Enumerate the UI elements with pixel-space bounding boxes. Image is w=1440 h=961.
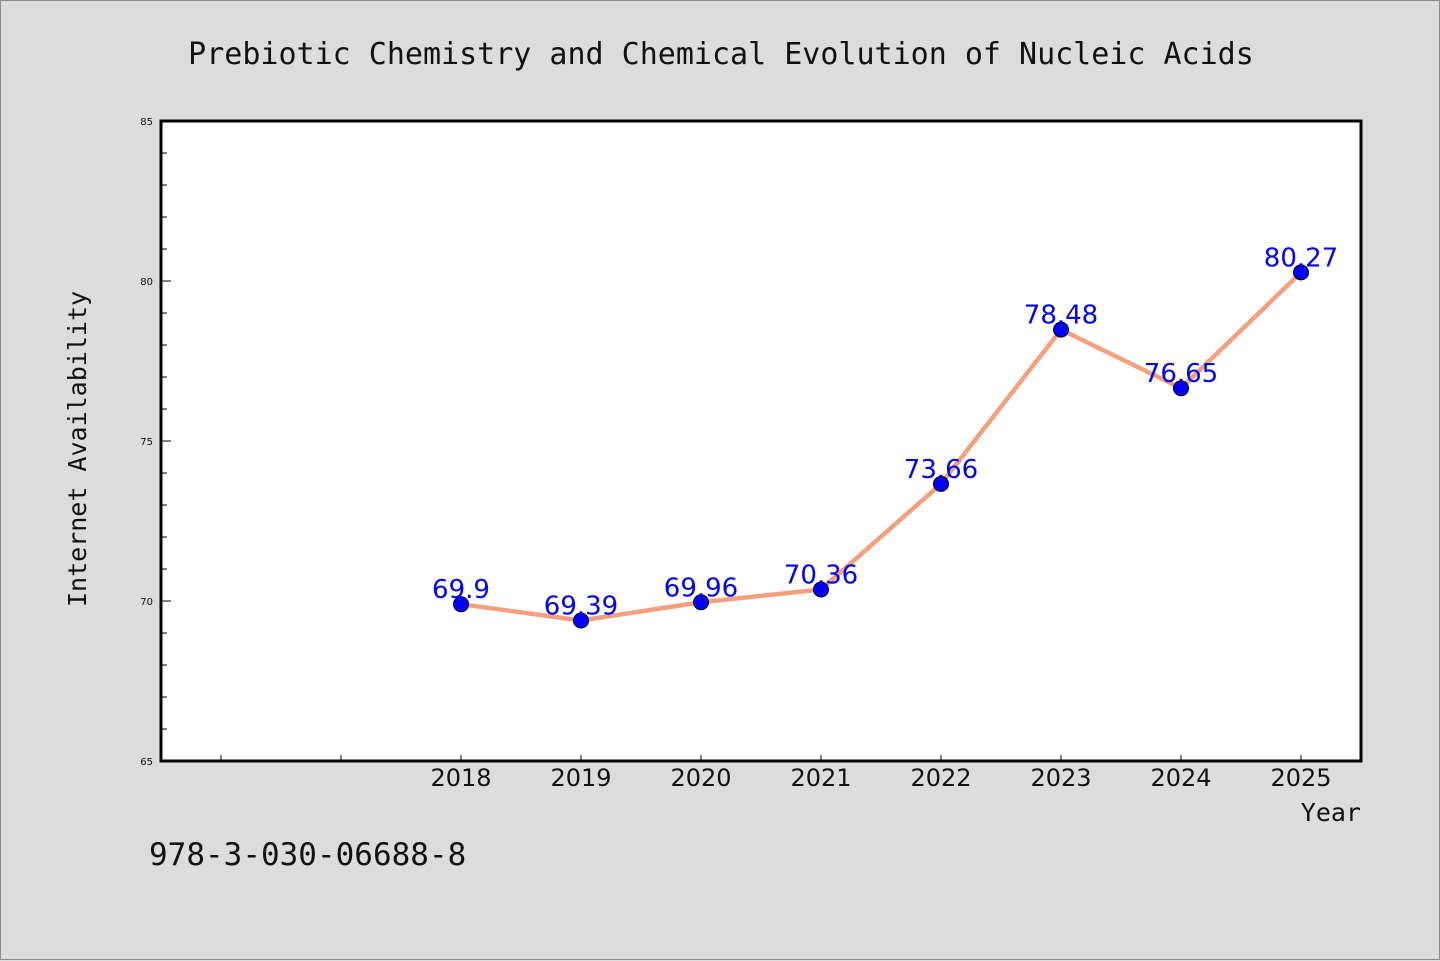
x-tick-label: 2018 — [430, 764, 491, 792]
plot-area — [159, 119, 1363, 763]
data-label: 73.66 — [904, 455, 978, 485]
data-label: 78.48 — [1024, 301, 1098, 331]
series-line — [458, 270, 1304, 623]
x-tick-label: 2021 — [790, 764, 851, 792]
y-tick-label: 85 — [140, 117, 153, 128]
data-point — [933, 475, 949, 492]
x-tick-label: 2019 — [550, 764, 611, 792]
y-tick-label: 65 — [140, 757, 153, 768]
y-axis-label: Internet Availability — [63, 291, 92, 607]
data-point — [1173, 380, 1189, 397]
x-axis-label: Year — [1301, 798, 1361, 827]
y-tick-label: 75 — [140, 437, 153, 448]
data-point — [813, 581, 829, 598]
data-label: 69.9 — [432, 575, 490, 605]
y-tick-label: 70 — [140, 597, 153, 608]
x-tick-label: 2024 — [1150, 764, 1211, 792]
x-tick-label: 2023 — [1030, 764, 1091, 792]
series-group — [453, 264, 1309, 629]
chart-title: Prebiotic Chemistry and Chemical Evoluti… — [188, 37, 1254, 72]
data-point — [1053, 321, 1069, 338]
data-label: 80.27 — [1264, 243, 1338, 273]
data-label-group: 69.9 69.39 69.96 70.36 73.66 78.48 76.65 80.27 — [432, 243, 1338, 621]
y-tick-label: 80 — [140, 277, 153, 288]
footer-code: 978-3-030-06688-8 — [149, 837, 466, 873]
x-tick-label: 2020 — [670, 764, 731, 792]
data-point — [1293, 264, 1309, 281]
data-label: 76.65 — [1144, 359, 1218, 389]
data-point — [573, 612, 589, 629]
data-label: 69.96 — [664, 573, 738, 603]
data-point — [693, 594, 709, 611]
x-axis: 2018 2019 2020 2021 2022 2023 2024 2025 — [220, 755, 1332, 792]
y-axis: 65 70 75 80 85 — [140, 117, 171, 768]
data-point — [453, 596, 469, 613]
data-label: 70.36 — [784, 560, 858, 590]
x-tick-label: 2022 — [910, 764, 971, 792]
data-label: 69.39 — [544, 592, 618, 622]
x-tick-label: 2025 — [1270, 764, 1331, 792]
